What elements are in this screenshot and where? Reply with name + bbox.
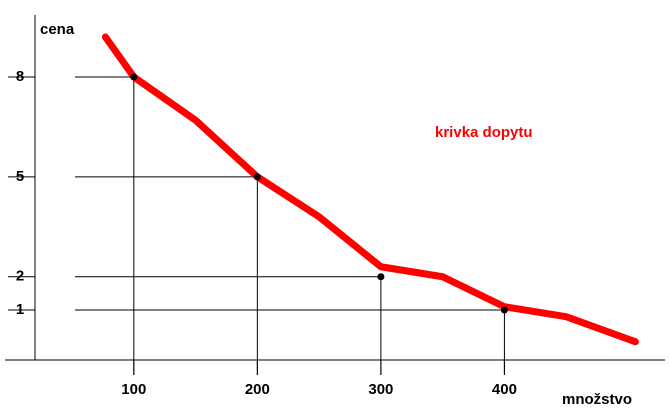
demand-curve — [101, 33, 639, 346]
series-label: krivka dopytu — [435, 124, 533, 141]
y-tick-label: 5 — [16, 168, 24, 185]
point — [377, 273, 385, 281]
y-tick-label: 8 — [16, 68, 24, 85]
y-tick-label: 1 — [16, 301, 24, 318]
x-tick-label: 200 — [245, 381, 270, 398]
point — [253, 173, 261, 181]
x-tick-label: 400 — [492, 381, 517, 398]
x-tick-label: 300 — [368, 381, 393, 398]
y-tick-label: 2 — [16, 268, 24, 285]
point — [500, 306, 508, 314]
y-axis-label: cena — [40, 21, 75, 38]
x-tick-label: 100 — [121, 381, 146, 398]
point — [130, 73, 138, 81]
x-axis-label: množstvo — [562, 391, 632, 408]
